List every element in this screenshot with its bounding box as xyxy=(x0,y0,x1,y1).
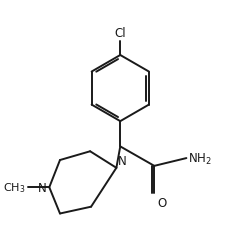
Text: O: O xyxy=(157,196,166,209)
Text: N: N xyxy=(38,181,46,194)
Text: CH$_3$: CH$_3$ xyxy=(4,181,26,194)
Text: N: N xyxy=(118,154,127,167)
Text: NH$_2$: NH$_2$ xyxy=(188,151,212,166)
Text: Cl: Cl xyxy=(114,27,126,40)
